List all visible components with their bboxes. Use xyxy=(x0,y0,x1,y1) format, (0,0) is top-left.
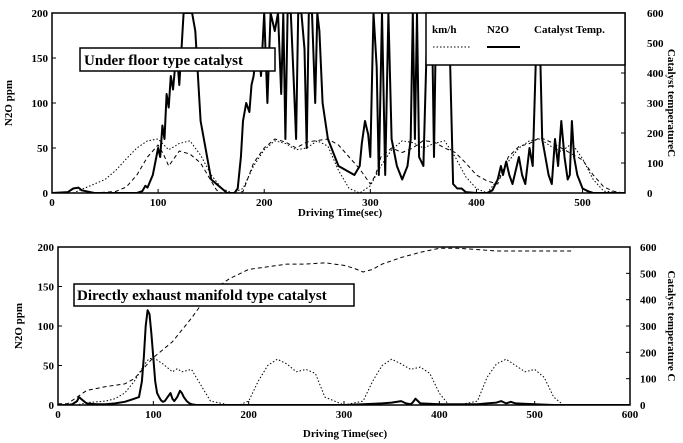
bottom-x-tick-label: 0 xyxy=(55,409,61,421)
top-annotation-text: Under floor type catalyst xyxy=(84,53,243,69)
bottom-y2-tick-label: 400 xyxy=(640,295,657,307)
bottom-y-axis-label: N2O ppm xyxy=(13,303,25,349)
bottom-x-tick-label: 300 xyxy=(336,409,353,421)
top-x-tick-label: 0 xyxy=(49,197,55,209)
top-y2-tick-label: 0 xyxy=(647,188,653,200)
top-y-tick-label: 200 xyxy=(32,8,49,20)
top-x-tick-label: 100 xyxy=(150,197,167,209)
top-y2-tick-label: 400 xyxy=(647,68,664,80)
legend-entry-n2o: N2O xyxy=(487,24,509,36)
bottom-chart: 0 100 200 300 400 500 600 0 50 100 150 200 0 100 200… xyxy=(13,242,677,440)
bottom-y-tick-label: 0 xyxy=(49,400,55,412)
bottom-series-line-catalyst-temp- xyxy=(58,247,573,405)
bottom-annotation-text: Directly exhaust manifold type catalyst xyxy=(77,288,327,304)
top-chart: 0 100 200 300 400 500 0 50 100 150 200 0 100 200 300… xyxy=(3,8,677,219)
bottom-y-tick-label: 100 xyxy=(38,321,55,333)
bottom-y-tick-label: 150 xyxy=(38,282,55,294)
bottom-plot-frame xyxy=(57,246,631,406)
bottom-y-ticks: 0 50 100 150 200 xyxy=(38,242,62,412)
bottom-y2-tick-label: 200 xyxy=(640,347,657,359)
bottom-series-line-n2o xyxy=(58,309,630,405)
top-series-line-n2o xyxy=(52,13,625,193)
bottom-x-ticks: 0 100 200 300 400 500 600 xyxy=(55,401,639,421)
bottom-x-tick-label: 500 xyxy=(526,409,543,421)
bottom-y-tick-label: 200 xyxy=(38,242,55,254)
top-y2-tick-label: 500 xyxy=(647,38,664,50)
top-series-layer xyxy=(52,13,625,193)
bottom-x-tick-label: 100 xyxy=(145,409,162,421)
bottom-y2-tick-label: 600 xyxy=(640,242,657,254)
top-x-ticks: 0 100 200 300 400 500 xyxy=(49,189,591,209)
top-y2-tick-label: 200 xyxy=(647,128,664,140)
bottom-y2-axis-label: Catalyst temperature C xyxy=(665,271,677,382)
top-y-ticks: 0 50 100 150 200 xyxy=(32,8,56,200)
bottom-x-tick-label: 200 xyxy=(240,409,257,421)
top-x-axis-label: Driving Time(sec) xyxy=(298,207,383,219)
top-series-line-catalyst-temp- xyxy=(52,137,625,193)
top-y2-ticks: 0 100 200 300 400 500 600 xyxy=(621,8,664,200)
top-x-tick-label: 400 xyxy=(468,197,485,209)
top-x-tick-label: 300 xyxy=(362,197,379,209)
top-x-tick-label: 200 xyxy=(256,197,273,209)
bottom-x-tick-label: 400 xyxy=(431,409,448,421)
bottom-series-line-km-h xyxy=(58,357,630,405)
top-y2-tick-label: 100 xyxy=(647,158,664,170)
bottom-annotation-box: Directly exhaust manifold type catalyst xyxy=(73,283,355,307)
bottom-y-tick-label: 50 xyxy=(43,361,55,373)
top-y2-tick-label: 300 xyxy=(647,98,664,110)
top-y-axis-label: N2O ppm xyxy=(3,80,15,126)
top-legend: km/h N2O Catalyst Temp. xyxy=(425,12,626,66)
legend-entry-catalyst-temp: Catalyst Temp. xyxy=(534,24,605,36)
bottom-x-tick-label: 600 xyxy=(622,409,639,421)
top-annotation-box: Under floor type catalyst xyxy=(79,47,276,72)
top-y-tick-label: 0 xyxy=(43,188,49,200)
top-x-tick-label: 500 xyxy=(574,197,591,209)
top-y-tick-label: 50 xyxy=(37,143,49,155)
bottom-y2-tick-label: 300 xyxy=(640,321,657,333)
bottom-x-axis-label: Driving Time(sec) xyxy=(303,428,388,440)
top-y2-axis-label: Catalyst temperatureC xyxy=(665,49,677,157)
legend-entry-kmh: km/h xyxy=(432,24,456,36)
bottom-y2-ticks: 0 100 200 300 400 500 600 xyxy=(626,242,657,412)
bottom-series-layer xyxy=(58,247,630,405)
top-y2-tick-label: 600 xyxy=(647,8,664,20)
bottom-y2-tick-label: 500 xyxy=(640,268,657,280)
bottom-y2-tick-label: 100 xyxy=(640,374,657,386)
top-y-tick-label: 150 xyxy=(32,53,49,65)
top-y-tick-label: 100 xyxy=(32,98,49,110)
bottom-y2-tick-label: 0 xyxy=(640,400,646,412)
